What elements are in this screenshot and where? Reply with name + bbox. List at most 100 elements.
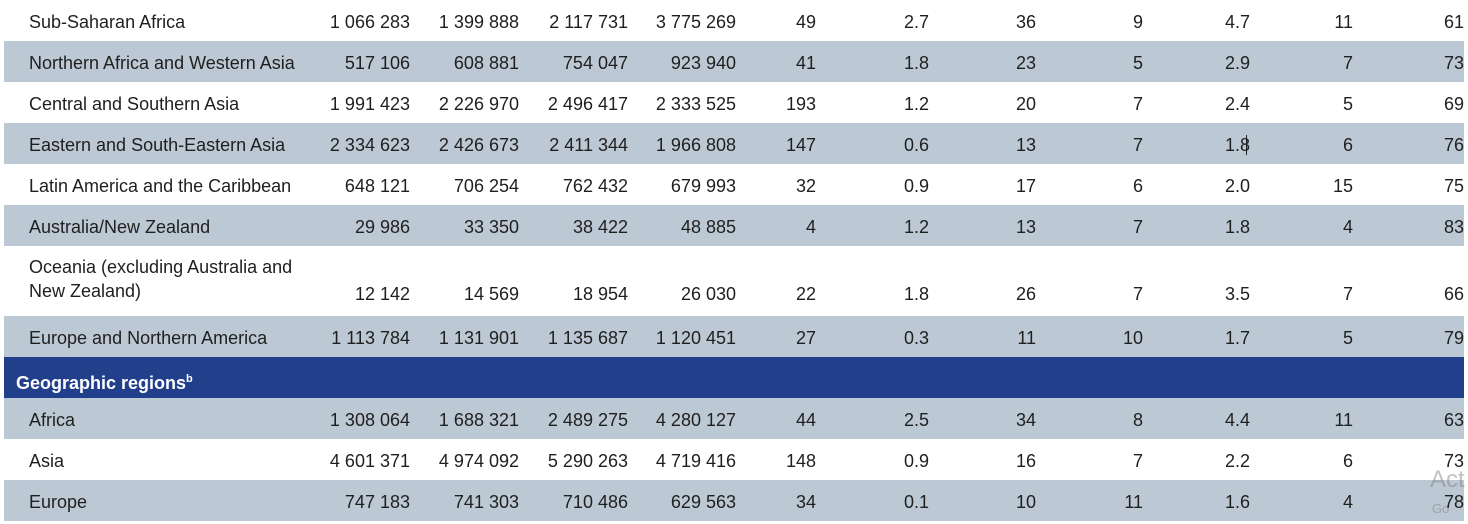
region-name: Europe <box>29 492 88 512</box>
table-cell-col-6: 0.9 <box>903 176 929 196</box>
table-cell-col-3: 710 486 <box>562 492 628 512</box>
table-cell-col-11: 78 <box>1443 492 1464 512</box>
table-cell-col-8: 7 <box>1132 217 1143 237</box>
table-cell-col-11: 73 <box>1443 53 1464 73</box>
table-cell-col-11: 75 <box>1443 176 1464 196</box>
table-cell-col-9: 1.7 <box>1224 328 1250 348</box>
activation-watermark-sub: Go <box>1432 501 1450 516</box>
table-cell-col-2: 14 569 <box>463 284 519 304</box>
table-cell-col-6: 1.2 <box>903 94 929 114</box>
table-cell-col-10: 5 <box>1342 94 1353 114</box>
table-row: Asia 4 601 371 4 974 092 5 290 263 4 719 416… <box>4 439 1464 480</box>
table-cell-col-2: 608 881 <box>453 53 519 73</box>
table-row: Oceania (excluding Australia and New Zeal… <box>4 246 1464 316</box>
table-cell-col-9: 1.8 <box>1224 217 1250 237</box>
region-name: Australia/New Zealand <box>29 217 211 237</box>
table-cell-col-5: 193 <box>785 94 816 114</box>
table-cell-col-5: 147 <box>785 135 816 155</box>
table-cell-col-5: 44 <box>795 410 816 430</box>
table-cell-col-4: 1 120 451 <box>655 328 736 348</box>
table-cell-col-6: 1.8 <box>903 53 929 73</box>
table-cell-col-6: 1.2 <box>903 217 929 237</box>
table-cell-col-9: 4.7 <box>1224 12 1250 32</box>
table-cell-col-10: 7 <box>1342 53 1353 73</box>
table-cell-col-6: 2.7 <box>903 12 929 32</box>
table-cell-col-3: 754 047 <box>562 53 628 73</box>
table-cell-col-2: 4 974 092 <box>438 451 519 471</box>
section-header: Geographic regionsb <box>4 357 1464 398</box>
table-cell-col-10: 6 <box>1342 135 1353 155</box>
region-name: Eastern and South-Eastern Asia <box>29 135 286 155</box>
table-cell-col-2: 1 399 888 <box>438 12 519 32</box>
table-row: Sub-Saharan Africa 1 066 283 1 399 888 2 11… <box>4 0 1464 41</box>
table-cell-col-1: 1 308 064 <box>329 410 410 430</box>
table-cell-col-7: 36 <box>1015 12 1036 32</box>
region-name-continued: New Zealand) <box>29 281 142 301</box>
table-cell-col-5: 32 <box>795 176 816 196</box>
table-cell-col-5: 41 <box>795 53 816 73</box>
table-row: Europe 747 183 741 303 710 486 629 563 34 0.1 1… <box>4 480 1464 521</box>
table-cell-col-8: 11 <box>1124 492 1143 512</box>
table-cell-col-5: 34 <box>795 492 816 512</box>
table-cell-col-9: 2.9 <box>1224 53 1250 73</box>
table-cell-col-10: 11 <box>1334 12 1353 32</box>
table-cell-col-10: 7 <box>1342 284 1353 304</box>
population-table: Sub-Saharan Africa 1 066 283 1 399 888 2 11… <box>4 0 1464 521</box>
table-cell-col-1: 648 121 <box>344 176 410 196</box>
table-cell-col-1: 1 066 283 <box>329 12 410 32</box>
table-cell-col-8: 7 <box>1132 94 1143 114</box>
region-name: Central and Southern Asia <box>29 94 240 114</box>
table-cell-col-9: 1.8 <box>1224 135 1250 155</box>
table-cell-col-1: 2 334 623 <box>329 135 410 155</box>
table-cell-col-11: 61 <box>1443 12 1464 32</box>
table-cell-col-4: 923 940 <box>670 53 736 73</box>
table-cell-col-3: 18 954 <box>572 284 628 304</box>
region-name: Oceania (excluding Australia and <box>29 257 293 277</box>
table-cell-col-11: 69 <box>1443 94 1464 114</box>
table-cell-col-8: 9 <box>1132 12 1143 32</box>
section-title-text: Geographic regions <box>16 373 187 393</box>
table-cell-col-7: 20 <box>1015 94 1036 114</box>
table-cell-col-8: 7 <box>1132 284 1143 304</box>
table-cell-col-5: 148 <box>785 451 816 471</box>
table-cell-col-9: 4.4 <box>1224 410 1250 430</box>
table-row: Latin America and the Caribbean 648 121 70… <box>4 164 1464 205</box>
table-row: Northern Africa and Western Asia 517 106 6… <box>4 41 1464 82</box>
table-cell-col-1: 1 113 784 <box>331 328 410 348</box>
table-cell-col-11: 73 <box>1443 451 1464 471</box>
table-cell-col-6: 2.5 <box>903 410 929 430</box>
table-cell-col-7: 17 <box>1015 176 1036 196</box>
table-cell-col-4: 48 885 <box>680 217 736 237</box>
table-row: Australia/New Zealand 29 986 33 350 38 422 4… <box>4 205 1464 246</box>
section-title: Geographic regionsb <box>16 368 193 394</box>
table-cell-col-3: 1 135 687 <box>547 328 628 348</box>
table-cell-col-1: 4 601 371 <box>329 451 410 471</box>
region-name: Africa <box>29 410 76 430</box>
table-cell-col-5: 49 <box>795 12 816 32</box>
table-cell-col-10: 4 <box>1342 217 1353 237</box>
table-cell-col-3: 2 496 417 <box>547 94 628 114</box>
region-name: Sub-Saharan Africa <box>29 12 186 32</box>
table-cell-col-3: 2 117 731 <box>549 12 628 32</box>
table-cell-col-9: 2.0 <box>1224 176 1250 196</box>
table-cell-col-4: 26 030 <box>680 284 736 304</box>
table-cell-col-6: 0.9 <box>903 451 929 471</box>
table-cell-col-1: 1 991 423 <box>329 94 410 114</box>
region-name: Latin America and the Caribbean <box>29 176 292 196</box>
table-cell-col-7: 10 <box>1015 492 1036 512</box>
table-cell-col-1: 747 183 <box>344 492 410 512</box>
table-cell-col-3: 5 290 263 <box>547 451 628 471</box>
table-cell-col-8: 10 <box>1122 328 1143 348</box>
table-cell-col-2: 33 350 <box>463 217 519 237</box>
table-cell-col-8: 8 <box>1132 410 1143 430</box>
table-cell-col-5: 22 <box>795 284 816 304</box>
region-name: Europe and Northern America <box>29 328 268 348</box>
table-cell-col-4: 1 966 808 <box>655 135 736 155</box>
table-cell-col-11: 63 <box>1443 410 1464 430</box>
table-cell-col-2: 741 303 <box>453 492 519 512</box>
table-cell-col-2: 1 131 901 <box>438 328 519 348</box>
table-row: Eastern and South-Eastern Asia 2 334 623 2… <box>4 123 1464 164</box>
table-cell-col-4: 629 563 <box>670 492 736 512</box>
table-cell-col-9: 3.5 <box>1224 284 1250 304</box>
table-cell-col-7: 11 <box>1017 328 1036 348</box>
